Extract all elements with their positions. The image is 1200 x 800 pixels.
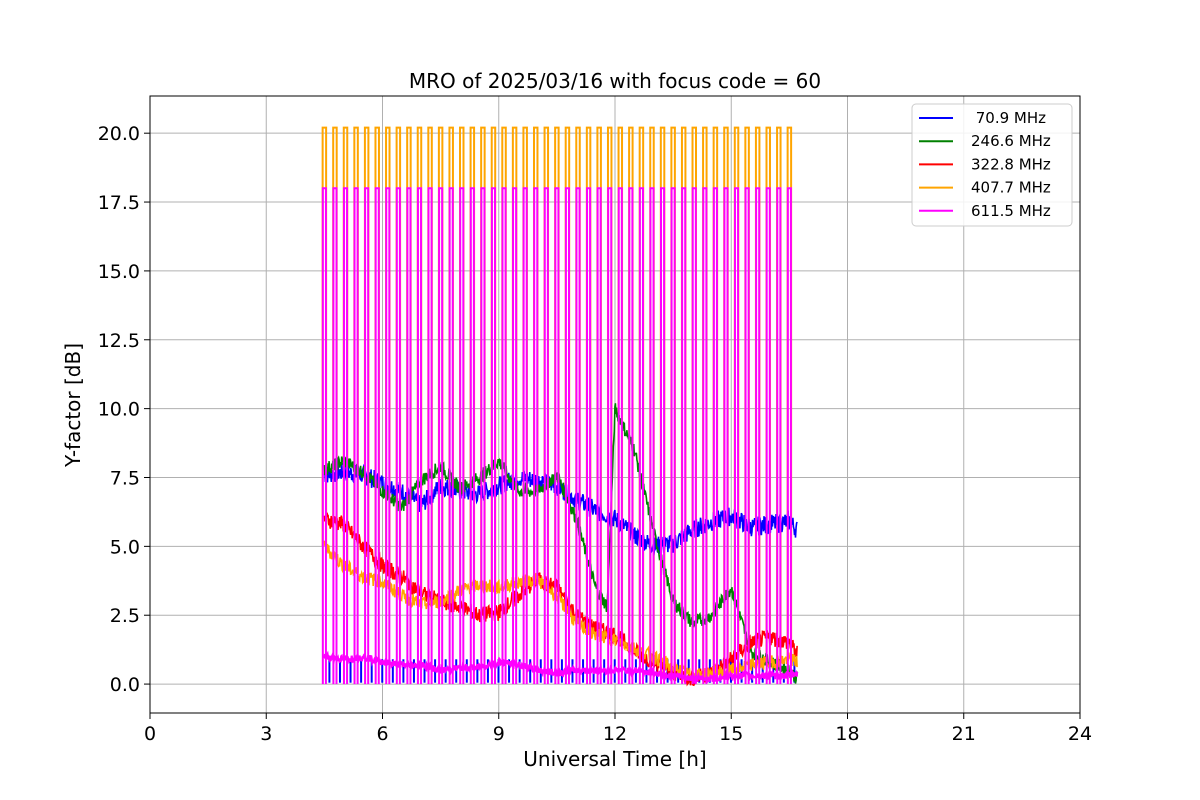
- pulse-magenta: [533, 187, 539, 685]
- pulse-magenta: [406, 187, 412, 685]
- pulse-magenta: [342, 187, 349, 685]
- pulse-magenta: [786, 187, 792, 685]
- pulse-magenta: [670, 187, 676, 685]
- pulse-magenta: [702, 187, 708, 685]
- legend-label: 322.8 MHz: [971, 155, 1051, 173]
- pulse-magenta: [448, 187, 454, 685]
- pulse-magenta: [332, 187, 338, 685]
- pulse-magenta: [395, 187, 401, 685]
- pulse-magenta: [321, 187, 327, 685]
- legend-label: 70.9 MHz: [971, 109, 1046, 127]
- pulse-magenta: [554, 187, 560, 685]
- x-tick-label: 18: [835, 723, 859, 745]
- series-line-3: [323, 540, 798, 683]
- y-tick-label: 15.0: [98, 261, 140, 283]
- legend: 70.9 MHz 246.6 MHz 322.8 MHz 407.7 MHz 611.5…: [911, 103, 1073, 227]
- x-tick-label: 6: [376, 723, 388, 745]
- pulse-magenta: [469, 187, 475, 685]
- plot-area: [321, 126, 799, 687]
- series-line-2: [323, 512, 798, 687]
- pulse-magenta: [712, 187, 718, 685]
- x-tick-label: 12: [603, 723, 627, 745]
- pulse-magenta: [691, 187, 697, 685]
- pulse-magenta: [427, 187, 433, 685]
- pulse-magenta: [638, 187, 644, 685]
- pulse-magenta: [459, 187, 465, 685]
- pulse-magenta: [617, 187, 623, 685]
- y-tick-label: 10.0: [98, 399, 140, 421]
- x-axis-ticks: 0 3 6 9 12 15 18 21 24: [144, 713, 1092, 745]
- pulse-magenta: [660, 187, 666, 685]
- y-tick-label: 20.0: [98, 123, 140, 145]
- pulse-magenta: [681, 187, 687, 685]
- pulse-magenta: [564, 187, 570, 685]
- x-axis-title: Universal Time [h]: [523, 747, 706, 771]
- pulse-magenta: [512, 187, 518, 685]
- legend-label: 246.6 MHz: [971, 132, 1051, 150]
- x-tick-label: 24: [1068, 723, 1092, 745]
- pulse-magenta: [522, 187, 528, 685]
- pulse-magenta: [755, 187, 761, 685]
- y-axis-ticks: 0.0 2.5 5.0 7.5 10.0 12.5 15.0 17.5 20.0: [98, 123, 150, 696]
- pulse-magenta: [501, 187, 507, 685]
- series-lines: [321, 187, 799, 687]
- x-tick-label: 9: [493, 723, 505, 745]
- series-line-4: [323, 650, 799, 685]
- pulse-magenta: [596, 187, 602, 685]
- pulse-magenta: [649, 187, 655, 685]
- legend-label: 407.7 MHz: [971, 179, 1051, 197]
- y-tick-label: 5.0: [110, 536, 140, 558]
- y-tick-label: 0.0: [110, 674, 140, 696]
- y-tick-label: 2.5: [110, 605, 140, 627]
- pulse-magenta: [765, 187, 771, 685]
- pulse-magenta: [628, 187, 634, 685]
- x-tick-label: 15: [719, 723, 743, 745]
- y-tick-label: 12.5: [98, 330, 140, 352]
- pulse-magenta: [490, 187, 497, 685]
- pulse-magenta: [353, 187, 359, 685]
- pulse-magenta: [607, 187, 613, 685]
- pulse-magenta: [480, 187, 486, 685]
- pulse-magenta: [385, 187, 391, 685]
- y-axis-title: Y-factor [dB]: [61, 343, 85, 468]
- legend-frame: [911, 103, 1073, 227]
- legend-label: 611.5 MHz: [971, 202, 1051, 220]
- pulse-magenta: [416, 187, 423, 685]
- y-tick-label: 7.5: [110, 467, 140, 489]
- pulse-magenta: [543, 187, 549, 685]
- pulse-magenta: [744, 187, 750, 685]
- x-tick-label: 0: [144, 723, 156, 745]
- x-tick-label: 3: [260, 723, 272, 745]
- chart-title: MRO of 2025/03/16 with focus code = 60: [409, 69, 821, 93]
- pulse-magenta: [364, 187, 370, 685]
- pulse-magenta: [723, 187, 729, 685]
- pulse-magenta: [586, 187, 592, 685]
- pulse-magenta: [733, 187, 740, 685]
- pulse-magenta: [575, 187, 581, 685]
- series-line-1: [323, 403, 798, 684]
- pulse-magenta: [776, 187, 782, 685]
- y-tick-label: 17.5: [98, 192, 140, 214]
- pulse-magenta: [374, 187, 380, 685]
- pulse-magenta: [438, 187, 444, 685]
- x-tick-label: 21: [952, 723, 976, 745]
